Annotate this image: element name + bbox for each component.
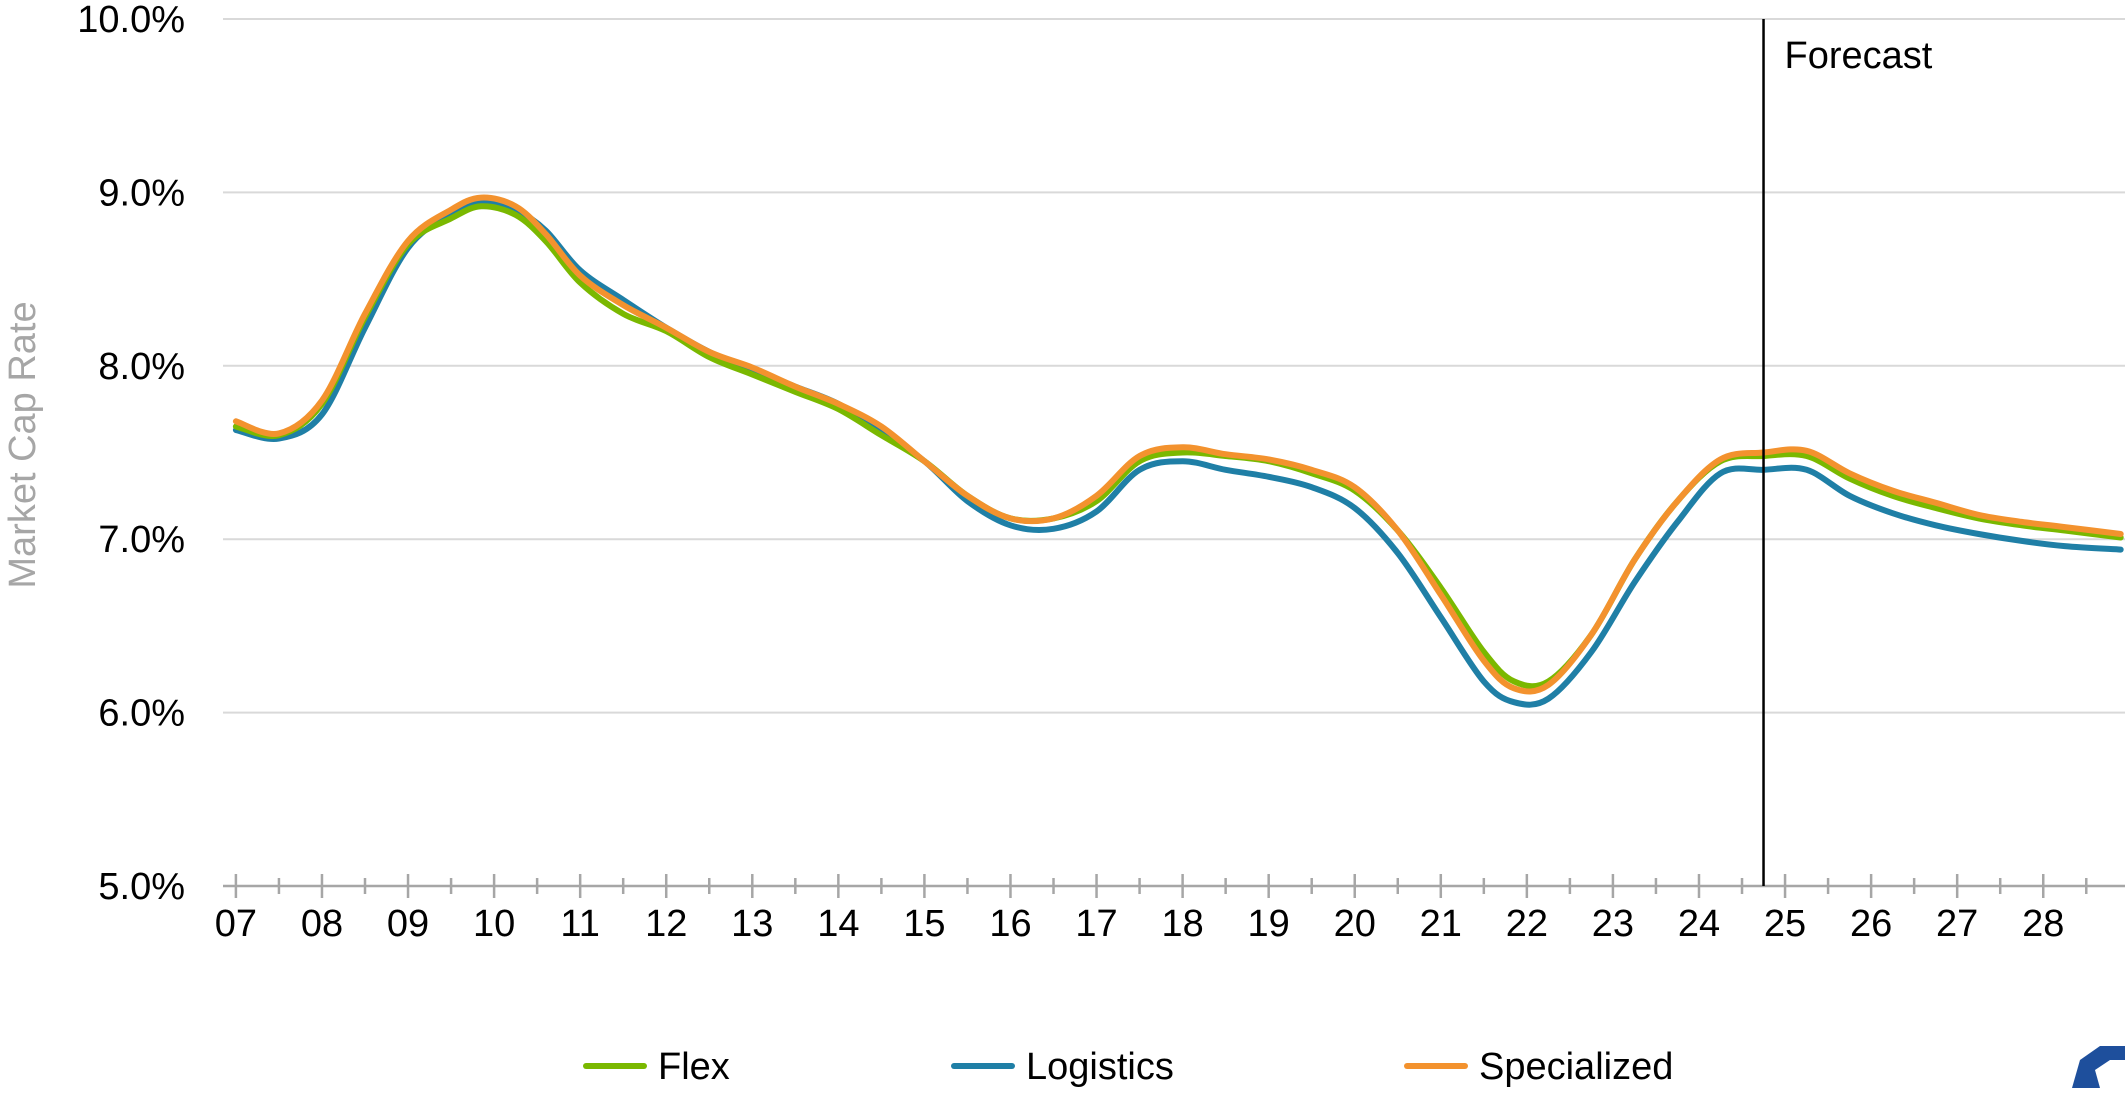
x-tick-label: 19 <box>1248 903 1290 945</box>
legend-label-specialized: Specialized <box>1479 1046 1673 1088</box>
y-tick-label: 10.0% <box>77 0 185 41</box>
x-tick-label: 10 <box>473 903 515 945</box>
x-tick-label: 11 <box>560 903 599 945</box>
y-tick-label: 7.0% <box>98 519 185 561</box>
x-tick-label: 28 <box>2022 903 2064 945</box>
legend: Flex Logistics Specialized <box>583 1046 1673 1088</box>
x-tick-label: 23 <box>1592 903 1634 945</box>
x-tick-label: 14 <box>817 903 859 945</box>
x-tick-label: 22 <box>1506 903 1548 945</box>
x-tick-label: 16 <box>989 903 1031 945</box>
x-tick-label: 27 <box>1936 903 1978 945</box>
x-axis-ticks: 07 08 09 10 11 12 13 14 15 16 17 18 19 20 21 22 23 24 25 26… <box>215 903 2065 945</box>
forecast-annotation: Forecast <box>1762 19 1933 886</box>
x-tick-label: 20 <box>1334 903 1376 945</box>
x-tick-label: 24 <box>1678 903 1720 945</box>
series-line-specialized <box>232 194 2124 695</box>
y-axis-title: Market Cap Rate <box>2 301 44 588</box>
x-tick-label: 21 <box>1420 903 1462 945</box>
y-tick-label: 6.0% <box>98 693 185 735</box>
x-tick-label: 09 <box>387 903 429 945</box>
x-tick-label: 25 <box>1764 903 1806 945</box>
legend-label-logistics: Logistics <box>1026 1046 1174 1088</box>
x-tick-label: 17 <box>1075 903 1117 945</box>
series-lines <box>232 194 2124 708</box>
x-axis <box>223 874 2125 898</box>
gridlines <box>223 18 2125 714</box>
forecast-label: Forecast <box>1785 35 1933 77</box>
x-tick-label: 07 <box>215 903 257 945</box>
x-tick-label: 18 <box>1161 903 1203 945</box>
x-tick-label: 15 <box>903 903 945 945</box>
brand-logo <box>2072 1046 2125 1088</box>
y-tick-label: 9.0% <box>98 172 185 214</box>
x-tick-label: 13 <box>731 903 773 945</box>
y-tick-label: 8.0% <box>98 346 185 388</box>
x-tick-label: 08 <box>301 903 343 945</box>
series-line-flex <box>232 203 2124 690</box>
legend-label-flex: Flex <box>658 1046 730 1088</box>
logo-mark-accent <box>2095 1060 2125 1088</box>
x-tick-label: 12 <box>645 903 687 945</box>
y-tick-label: 5.0% <box>98 866 185 908</box>
y-axis-ticks: 5.0% 6.0% 7.0% 8.0% 9.0% 10.0% <box>77 0 185 908</box>
x-tick-label: 26 <box>1850 903 1892 945</box>
